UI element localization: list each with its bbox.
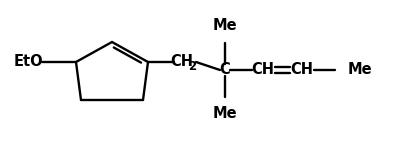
Text: Me: Me <box>348 62 373 78</box>
Text: Me: Me <box>213 106 237 122</box>
Text: CH: CH <box>171 55 193 70</box>
Text: CH: CH <box>290 62 313 78</box>
Text: CH: CH <box>251 62 274 78</box>
Text: Me: Me <box>213 18 237 34</box>
Text: 2: 2 <box>188 60 196 72</box>
Text: EtO: EtO <box>13 55 43 70</box>
Text: C: C <box>220 62 230 78</box>
